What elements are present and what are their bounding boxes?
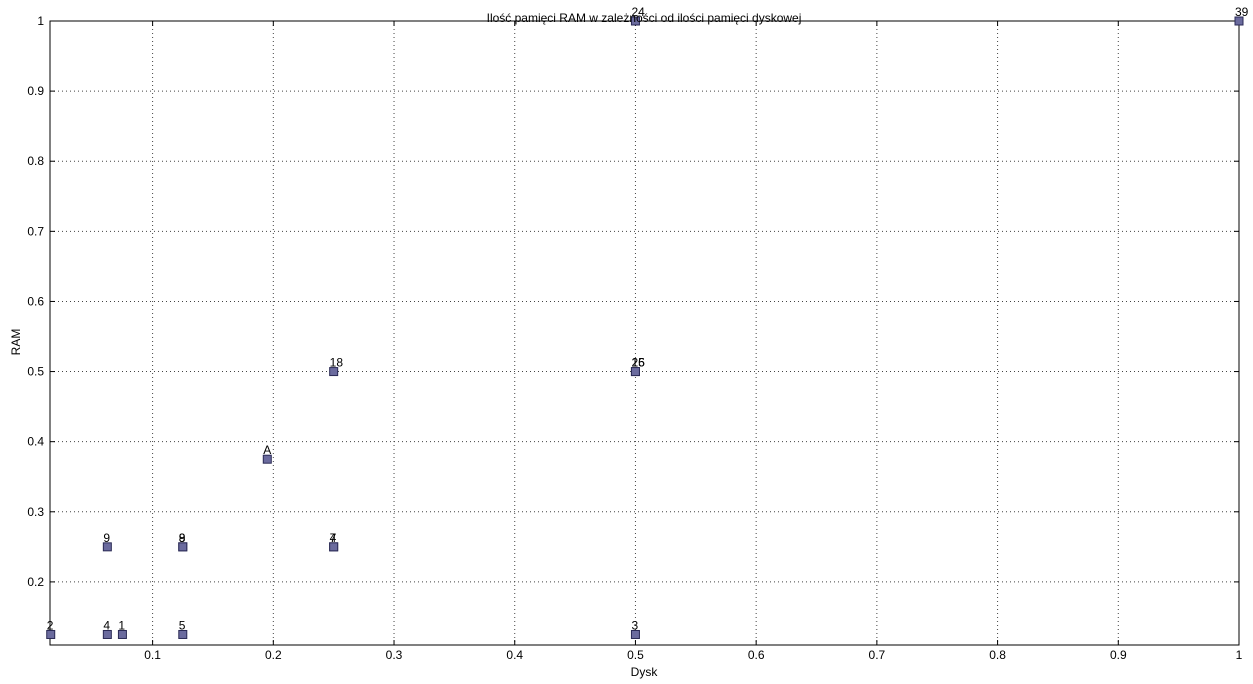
x-tick-label: 1 bbox=[1236, 648, 1243, 662]
x-tick-label: 0.2 bbox=[265, 648, 282, 662]
y-tick-label: 0.2 bbox=[27, 575, 44, 589]
x-tick-label: 0.6 bbox=[748, 648, 765, 662]
x-tick-label: 0.5 bbox=[627, 648, 644, 662]
data-point-label: 39 bbox=[1235, 5, 1249, 19]
data-point-marker bbox=[329, 367, 339, 377]
data-point-label: 3 bbox=[631, 618, 638, 632]
data-point-label: 4 bbox=[330, 531, 337, 545]
data-point-marker bbox=[630, 367, 640, 377]
x-tick-label: 0.8 bbox=[989, 648, 1006, 662]
y-tick-label: 0.7 bbox=[27, 224, 44, 238]
y-tick-label: 0.3 bbox=[27, 505, 44, 519]
y-axis-label: RAM bbox=[9, 329, 23, 356]
data-point-label: A bbox=[263, 443, 271, 457]
chart-title: Ilość pamięci RAM w zależności od ilości… bbox=[487, 11, 802, 25]
x-tick-label: 0.1 bbox=[144, 648, 161, 662]
data-point-marker bbox=[262, 454, 272, 464]
x-tick-label: 0.9 bbox=[1110, 648, 1127, 662]
data-point-marker bbox=[102, 542, 112, 552]
data-point-marker bbox=[630, 16, 640, 26]
data-point-marker bbox=[178, 542, 188, 552]
data-point-label: 4 bbox=[103, 618, 110, 632]
data-point-marker bbox=[1234, 16, 1244, 26]
data-point-marker bbox=[117, 629, 127, 639]
data-point-marker bbox=[630, 629, 640, 639]
data-point-label: 7 bbox=[330, 531, 337, 545]
data-point-label: 24 bbox=[631, 5, 645, 19]
y-tick-label: 0.9 bbox=[27, 84, 44, 98]
x-tick-label: 0.4 bbox=[506, 648, 523, 662]
x-axis-ticks: 0.1 0.2 0.3 0.4 0.5 0.6 0.7 0.8 0.9 1 bbox=[144, 21, 1243, 662]
data-point-marker bbox=[46, 629, 56, 639]
data-point-label: 8 bbox=[179, 531, 186, 545]
data-point-marker bbox=[178, 629, 188, 639]
data-point-label: 18 bbox=[330, 356, 344, 370]
data-point-marker bbox=[102, 629, 112, 639]
plot-frame bbox=[49, 20, 1240, 646]
y-tick-label: 1 bbox=[37, 14, 44, 28]
y-tick-label: 0.6 bbox=[27, 294, 44, 308]
x-axis-label: Dysk bbox=[631, 665, 659, 679]
data-point-label: 26 bbox=[631, 356, 645, 370]
data-point-label: 2 bbox=[47, 618, 54, 632]
data-point-label: 9 bbox=[179, 531, 186, 545]
plot-background bbox=[50, 21, 1239, 645]
data-point-label: 5 bbox=[179, 618, 186, 632]
y-axis-ticks: 0.2 0.3 0.4 0.5 0.6 0.7 0.8 0.9 1 bbox=[27, 14, 1239, 589]
y-tick-label: 0.5 bbox=[27, 365, 44, 379]
y-tick-label: 0.4 bbox=[27, 435, 44, 449]
x-tick-label: 0.7 bbox=[869, 648, 886, 662]
data-point-marker bbox=[329, 542, 339, 552]
data-point-label: 1 bbox=[118, 618, 125, 632]
data-point-label: 9 bbox=[103, 531, 110, 545]
data-point-label: 15 bbox=[631, 356, 645, 370]
x-tick-label: 0.3 bbox=[386, 648, 403, 662]
y-tick-label: 0.8 bbox=[27, 154, 44, 168]
